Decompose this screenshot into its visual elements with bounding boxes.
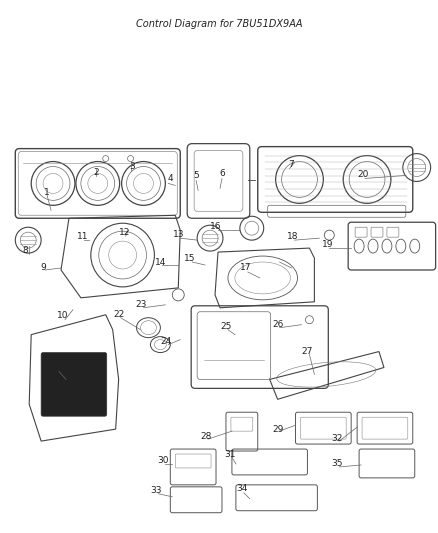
Text: 31: 31 bbox=[224, 449, 236, 458]
Text: 14: 14 bbox=[155, 257, 166, 266]
Text: 25: 25 bbox=[220, 322, 232, 331]
Text: 8: 8 bbox=[22, 246, 28, 255]
Text: 13: 13 bbox=[173, 230, 184, 239]
FancyBboxPatch shape bbox=[41, 352, 107, 416]
Text: 24: 24 bbox=[161, 337, 172, 346]
Text: 32: 32 bbox=[332, 434, 343, 442]
Text: 19: 19 bbox=[321, 240, 333, 248]
Text: 9: 9 bbox=[40, 263, 46, 272]
Text: 18: 18 bbox=[287, 232, 298, 241]
Text: 20: 20 bbox=[357, 170, 369, 179]
Text: 21: 21 bbox=[51, 363, 63, 372]
Text: 3: 3 bbox=[130, 162, 135, 171]
Text: 10: 10 bbox=[57, 311, 69, 320]
Text: 33: 33 bbox=[151, 486, 162, 495]
Text: 27: 27 bbox=[302, 347, 313, 356]
Text: 16: 16 bbox=[210, 222, 222, 231]
Text: 11: 11 bbox=[77, 232, 88, 241]
Text: 34: 34 bbox=[236, 484, 247, 494]
Text: 17: 17 bbox=[240, 263, 251, 272]
Text: 29: 29 bbox=[272, 425, 283, 434]
Text: 6: 6 bbox=[219, 169, 225, 178]
Text: 4: 4 bbox=[167, 174, 173, 183]
Text: 15: 15 bbox=[184, 254, 196, 263]
Text: 30: 30 bbox=[158, 456, 169, 465]
Text: Control Diagram for 7BU51DX9AA: Control Diagram for 7BU51DX9AA bbox=[136, 19, 302, 29]
Text: 2: 2 bbox=[93, 168, 99, 177]
Text: 22: 22 bbox=[113, 310, 124, 319]
Text: 28: 28 bbox=[201, 432, 212, 441]
Text: 35: 35 bbox=[332, 459, 343, 469]
Text: 5: 5 bbox=[193, 171, 199, 180]
Text: 23: 23 bbox=[136, 300, 147, 309]
Text: 12: 12 bbox=[119, 228, 130, 237]
Text: 7: 7 bbox=[289, 160, 294, 169]
Text: 26: 26 bbox=[272, 320, 283, 329]
Text: 1: 1 bbox=[44, 188, 50, 197]
